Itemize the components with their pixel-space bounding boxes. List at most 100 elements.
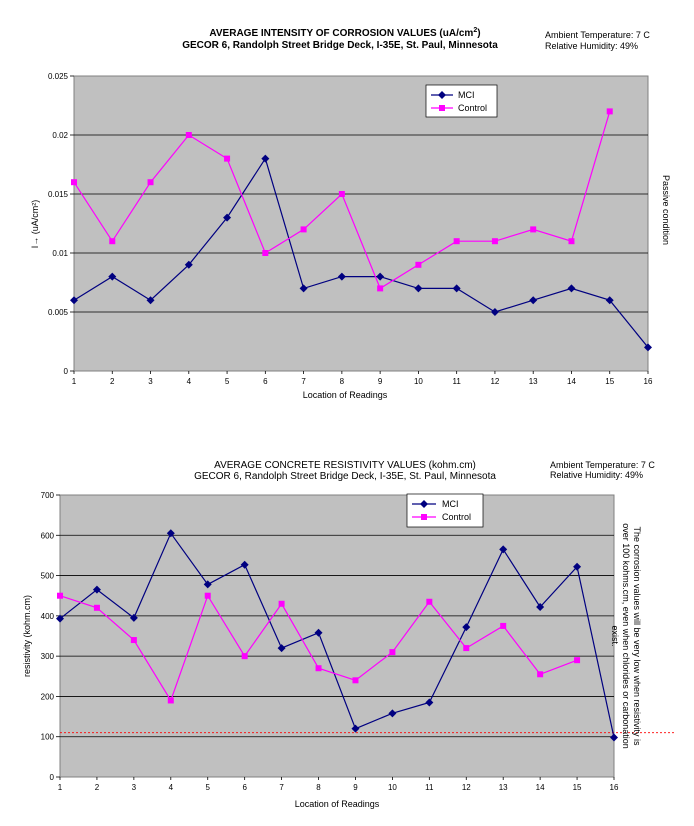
chart1-title: AVERAGE INTENSITY OF CORROSION VALUES (u… xyxy=(209,27,480,39)
chart1-mci-point xyxy=(70,296,78,305)
chart1-mci-point xyxy=(376,272,385,281)
chart2-mci-point xyxy=(92,585,101,594)
chart1-control-point xyxy=(262,250,269,256)
chart1-mci-point xyxy=(490,308,499,316)
chart1-x-tick-label: 16 xyxy=(644,377,653,386)
chart1-control-point xyxy=(109,238,116,245)
chart2-x-tick-label: 15 xyxy=(573,783,582,792)
chart2-x-tick-label: 13 xyxy=(499,783,508,792)
chart1-x-tick-label: 4 xyxy=(187,377,192,386)
chart1-mci-point xyxy=(299,284,308,293)
chart2-y-tick-label: 300 xyxy=(41,652,55,661)
chart2-x-tick-label: 14 xyxy=(536,783,545,792)
chart2-mci-point xyxy=(314,628,323,637)
chart2-x-tick-label: 4 xyxy=(169,783,174,792)
chart2-y-tick-label: 100 xyxy=(41,733,55,742)
chart2-mci-point xyxy=(56,614,64,623)
chart1-x-tick-label: 1 xyxy=(72,377,77,386)
chart2-mci-line xyxy=(59,532,615,738)
chart2-control-point xyxy=(574,657,581,664)
chart2-x-tick-label: 1 xyxy=(58,783,63,792)
chart2-y-tick-label: 600 xyxy=(41,531,55,540)
chart2-y-tick-label: 200 xyxy=(41,692,55,701)
chart2-series xyxy=(56,529,618,742)
chart2-control-point xyxy=(93,604,100,611)
chart1-y-tick-label: 0.02 xyxy=(52,131,68,140)
chart1-control-point xyxy=(338,191,345,197)
chart2-control-point xyxy=(389,649,396,656)
chart1-control-point xyxy=(568,238,575,245)
chart2-x-tick-label: 12 xyxy=(462,783,471,792)
chart2-title: AVERAGE CONCRETE RESISTIVITY VALUES (koh… xyxy=(214,460,476,471)
chart2-legend-mci-label: MCI xyxy=(442,499,459,509)
chart1-mci-point xyxy=(337,272,346,281)
chart2-x-tick-label: 8 xyxy=(316,783,321,792)
svg-text:over 100 kohms.cm, even when c: over 100 kohms.cm, even when chlorides o… xyxy=(621,523,631,749)
chart1-mci-point xyxy=(108,272,117,281)
chart1-passive-condition-note: Passive condition xyxy=(661,175,671,245)
chart1-control-point xyxy=(71,179,77,186)
chart1-plot-area xyxy=(73,75,649,372)
chart2-ambient-temperature: Ambient Temperature: 7 C xyxy=(550,460,655,470)
chart2-control-point xyxy=(130,637,137,644)
chart1-x-tick-label: 5 xyxy=(225,377,230,386)
chart2-y-tick-label: 500 xyxy=(41,572,55,581)
chart1-y-tick-label: 0.015 xyxy=(48,190,69,199)
chart1-legend-mci-marker xyxy=(438,91,446,99)
chart1-y-tick-label: 0 xyxy=(64,367,69,376)
chart2-control-point xyxy=(352,677,359,684)
chart1-mci-point xyxy=(261,154,270,163)
chart2-control-point xyxy=(537,671,544,678)
chart1-control-point xyxy=(224,155,231,162)
chart2-mci-point xyxy=(203,580,212,589)
chart1-control-point xyxy=(300,226,307,233)
chart2-legend-control-label: Control xyxy=(442,512,471,522)
chart2-mci-point xyxy=(240,560,249,569)
chart2-control-point xyxy=(463,645,470,652)
chart1-subtitle: GECOR 6, Randolph Street Bridge Deck, I-… xyxy=(182,40,498,51)
chart2-mci-point xyxy=(277,644,286,653)
chart2-mci-point xyxy=(573,562,582,571)
chart1-x-tick-label: 10 xyxy=(414,377,423,386)
chart1-x-tick-label: 6 xyxy=(263,377,268,386)
chart1-x-tick-label: 8 xyxy=(340,377,345,386)
chart1-legend-mci-label: MCI xyxy=(458,90,475,100)
chart1-x-tick-label: 9 xyxy=(378,377,383,386)
chart1-control-point xyxy=(453,238,460,245)
chart1-mci-point xyxy=(184,260,193,269)
chart2-control-point xyxy=(57,592,63,599)
chart2-y-ticks: 0 100 200 300 400 500 600 700 xyxy=(41,491,60,782)
chart2-subtitle: GECOR 6, Randolph Street Bridge Deck, I-… xyxy=(194,471,496,482)
chart1-x-tick-label: 11 xyxy=(453,377,462,386)
chart1-mci-point xyxy=(644,343,652,352)
chart2-x-axis-label: Location of Readings xyxy=(295,799,380,809)
chart1-control-point xyxy=(491,238,498,245)
chart2-control-point xyxy=(167,697,174,704)
chart1-x-ticks: 1 2 3 4 5 6 7 8 9 10 11 12 13 14 15 16 xyxy=(72,371,653,386)
chart1-y-tick-label: 0.025 xyxy=(48,72,69,81)
chart1-control-point xyxy=(530,226,537,233)
chart1-mci-point xyxy=(529,296,538,305)
chart2-resistivity-note: The corrosion values will be very low wh… xyxy=(610,523,642,749)
chart2-legend-control-marker xyxy=(421,514,427,520)
chart1-y-tick-label: 0.005 xyxy=(48,308,69,317)
chart2-x-tick-label: 6 xyxy=(242,783,247,792)
chart2-mci-point xyxy=(425,698,434,707)
chart1-relative-humidity: Relative Humidity: 49% xyxy=(545,41,638,51)
chart1-mci-point xyxy=(223,213,232,222)
chart1-legend: MCI Control xyxy=(425,84,498,118)
svg-text:The corrosion values will be v: The corrosion values will be very low wh… xyxy=(632,526,642,746)
chart1-y-axis-label: I→ (uA/cm²) xyxy=(30,200,40,249)
chart2-plot-area xyxy=(59,494,615,778)
chart1-series xyxy=(70,108,652,352)
chart1-x-tick-label: 7 xyxy=(301,377,306,386)
chart2-control-point xyxy=(500,622,507,629)
chart2-mci-point xyxy=(610,733,618,742)
chart1-legend-control-label: Control xyxy=(458,103,487,113)
chart2-x-tick-label: 9 xyxy=(353,783,358,792)
chart2-legend-mci-marker xyxy=(420,500,428,508)
chart2-y-axis-label: resistivity (kohm.cm) xyxy=(22,595,32,677)
chart2-x-tick-label: 3 xyxy=(132,783,137,792)
chart1-legend-control-marker xyxy=(439,105,445,111)
chart1-ambient-temperature: Ambient Temperature: 7 C xyxy=(545,30,650,40)
